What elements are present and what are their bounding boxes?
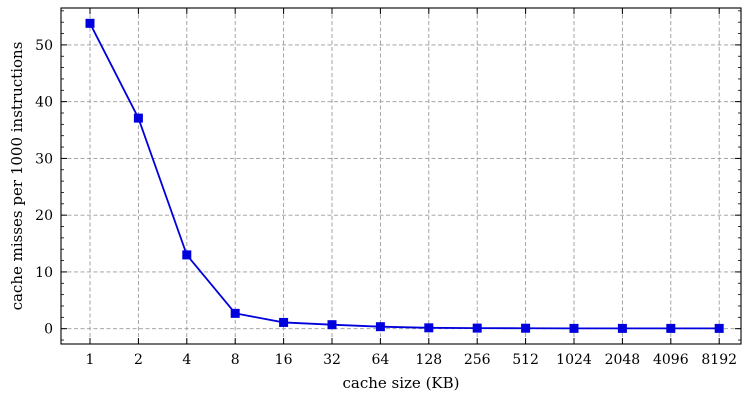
data-point-marker [521,323,531,333]
data-point-marker [714,323,724,333]
data-point-marker [133,113,143,123]
x-tick-label: 2048 [605,352,641,368]
data-point-marker [230,308,240,318]
data-point-marker [472,323,482,333]
data-point-marker [424,323,434,333]
data-point-marker [85,18,95,28]
grid-lines [61,8,741,344]
y-tick-label: 40 [35,95,53,111]
y-tick-label: 50 [35,38,53,54]
x-tick-label: 128 [415,352,442,368]
x-tick-label: 32 [323,352,341,368]
x-tick-label: 2 [134,352,143,368]
data-series [85,18,724,333]
x-tick-label: 8 [231,352,240,368]
x-tick-label: 256 [464,352,491,368]
plot-frame [60,7,742,345]
axis-labels: cache size (KB) cache misses per 1000 in… [8,42,460,392]
x-tick-label: 8192 [701,352,737,368]
x-tick-label: 1024 [556,352,592,368]
y-axis-title: cache misses per 1000 instructions [8,42,26,311]
series-line [89,22,720,330]
y-tick-label: 20 [35,208,53,224]
data-point-marker [375,322,385,332]
y-tick-label: 0 [44,322,53,338]
x-tick-label: 512 [512,352,539,368]
data-point-marker [327,320,337,330]
y-tick-label: 30 [35,151,53,167]
y-tick-label: 10 [35,265,53,281]
x-tick-label: 64 [371,352,389,368]
data-point-marker [182,250,192,260]
data-point-marker [569,323,579,333]
x-tick-label: 4 [182,352,191,368]
data-point-marker [279,317,289,327]
x-axis-title: cache size (KB) [342,374,459,392]
data-point-marker [617,323,627,333]
data-point-marker [666,323,676,333]
x-tick-label: 1 [86,352,95,368]
x-tick-label: 4096 [653,352,689,368]
axes: 1 2 4 8 16 32 64 128 256 512 1024 2048 4096 8192 0 10 20… [35,7,742,368]
x-tick-label: 16 [275,352,293,368]
